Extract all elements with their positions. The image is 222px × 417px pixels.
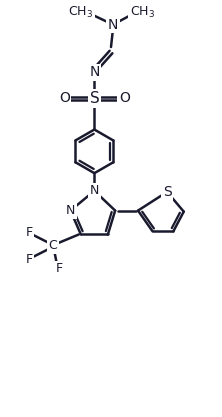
Text: CH$_3$: CH$_3$ (68, 5, 93, 20)
Text: N: N (90, 184, 99, 197)
Text: F: F (56, 262, 63, 275)
Text: O: O (59, 91, 70, 106)
Text: S: S (89, 91, 99, 106)
Text: N: N (108, 18, 118, 32)
Text: F: F (25, 226, 32, 239)
Text: N: N (66, 204, 75, 217)
Text: N: N (89, 65, 99, 79)
Text: O: O (119, 91, 130, 106)
Text: F: F (25, 253, 32, 266)
Text: C: C (48, 239, 57, 252)
Text: CH$_3$: CH$_3$ (130, 5, 155, 20)
Text: S: S (163, 185, 171, 199)
